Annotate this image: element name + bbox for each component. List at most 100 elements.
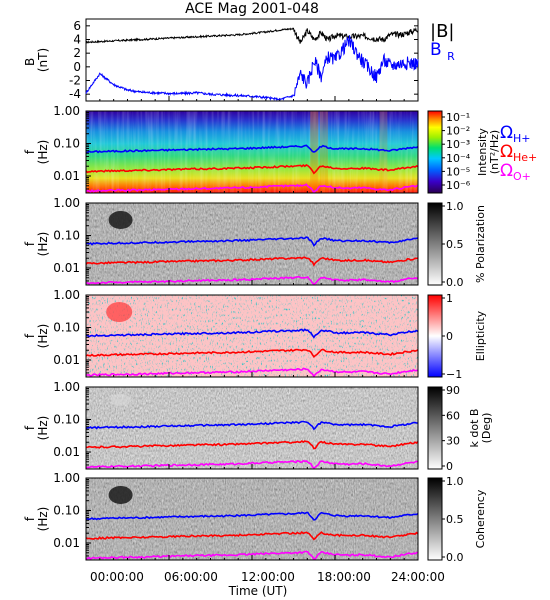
field-y-label-line2: (nT): [36, 48, 50, 72]
freq-tick-label: 1.00: [53, 104, 80, 118]
gyrofrequency-line-he: [86, 164, 418, 175]
colorbar-tick-label: 1.0: [446, 200, 464, 213]
field-y-tick-label: -2: [69, 74, 81, 88]
colorbar-tick-label: 10⁻¹: [446, 111, 470, 124]
freq-tick-label: 0.01: [53, 445, 80, 459]
spectral-panels: 1.000.100.01f(Hz)10⁻¹10⁻²10⁻³10⁻⁴10⁻⁵10⁻…: [23, 104, 501, 564]
freq-tick-label: 0.10: [53, 137, 80, 151]
ion-legend: ΩH+ ΩHe+ ΩO+: [500, 123, 537, 183]
colorbar-tick-label: 0.5: [446, 513, 464, 526]
ion-label-he: ΩHe+: [500, 142, 537, 164]
gyrofrequency-line-h: [86, 328, 418, 339]
gyrofrequency-line-he: [86, 530, 418, 541]
gyrofrequency-line-h: [86, 236, 418, 247]
freq-axis-label-line2: (Hz): [36, 416, 50, 441]
colorbar-tick-label: 0: [446, 460, 453, 473]
coherency-dark-blob: [108, 485, 133, 504]
colorbar-tick-label: 60: [446, 409, 460, 422]
spectrogram-texture: [86, 111, 418, 193]
field-y-tick-label: 4: [73, 33, 81, 47]
ion-subscript: H+: [513, 132, 531, 145]
series-b-r-line: [85, 35, 419, 101]
gyrofrequency-line-o: [86, 367, 418, 377]
freq-axis-label-line1: f: [23, 516, 37, 521]
field-y-label-line1: B: [23, 58, 37, 66]
gyrofrequency-line-o: [86, 275, 418, 285]
panel-image: [86, 203, 418, 285]
field-y-tick-label: 0: [73, 60, 81, 74]
freq-tick-label: 1.00: [53, 196, 80, 210]
colorbar-tick-label: 0.0: [446, 276, 464, 289]
freq-axis-label: f(Hz): [23, 140, 50, 165]
time-tick-label: 18:00:00: [317, 570, 371, 584]
time-axis-title: Time (UT): [228, 584, 288, 598]
gyrofrequency-line-he: [86, 348, 418, 358]
freq-tick-label: 0.10: [53, 321, 80, 335]
legend-b-r-main: B: [430, 40, 442, 60]
colorbar-label-line1: Intensity: [476, 128, 489, 176]
freq-tick-label: 0.10: [53, 413, 80, 427]
panel-image: [86, 478, 418, 560]
colorbar-tick-label: 1: [446, 292, 453, 305]
colorbar-label-intensity: Intensity(nT²/Hz): [476, 128, 501, 176]
spectrogram-event-1: [319, 111, 328, 193]
gyrofrequency-line-o: [86, 183, 418, 193]
freq-axis-label-line2: (Hz): [36, 507, 50, 532]
freq-tick-label: 0.10: [53, 504, 80, 518]
freq-tick-label: 1.00: [53, 471, 80, 485]
ion-symbol: Ω: [500, 142, 513, 162]
colorbar-tick-label: −1: [446, 368, 462, 381]
legend-b-total: |B|: [430, 21, 454, 42]
colorbar-tick-label: 10⁻⁶: [446, 179, 471, 192]
time-axis: 00:00:00 06:00:00 12:00:00 18:00:00 24:0…: [90, 570, 445, 598]
ion-subscript: O+: [513, 170, 531, 183]
ion-subscript: He+: [513, 151, 537, 164]
colorbar-label-line2: (nT²/Hz): [488, 130, 501, 174]
series-b-total-line: [85, 27, 419, 44]
gyrofrequency-line-o: [86, 550, 418, 560]
spectral-panel-intensity: 1.00 0.10 0.01f(Hz) 10⁻¹10⁻²10⁻³10⁻⁴10⁻⁵10⁻…: [23, 104, 501, 194]
freq-tick-label: 0.01: [53, 169, 80, 183]
field-y-tick-label: -4: [69, 87, 81, 101]
spectrogram-event-2: [379, 111, 388, 193]
colorbar-label-kdotb: k dot B(Deg): [468, 409, 493, 448]
colorbar-tick-label: 10⁻²: [446, 125, 470, 138]
freq-tick-label: 1.00: [53, 288, 80, 302]
field-legend: |B| B R: [430, 21, 455, 63]
ion-symbol: Ω: [500, 123, 513, 143]
time-tick-label: 00:00:00: [90, 570, 144, 584]
freq-tick-label: 0.01: [53, 536, 80, 550]
field-plot-frame: [85, 18, 419, 102]
freq-axis-label: f(Hz): [23, 232, 50, 257]
panel-image: [86, 387, 418, 469]
freq-axis-label-line2: (Hz): [36, 324, 50, 349]
colorbar-tick-label: 10⁻⁵: [446, 165, 470, 178]
freq-axis-label: f(Hz): [23, 507, 50, 532]
colorbar-tick-label: 10⁻⁴: [446, 152, 471, 165]
time-tick-label: 12:00:00: [241, 570, 295, 584]
legend-b-r-sub: R: [447, 50, 455, 63]
colorbar-intensity: [427, 110, 443, 194]
freq-axis-label-line1: f: [23, 333, 37, 338]
ion-label-o: ΩO+: [500, 161, 531, 183]
gyrofrequency-line-h: [86, 511, 418, 521]
colorbar-kdotb: [427, 386, 443, 470]
gyrofrequency-line-he: [86, 256, 418, 267]
freq-axis-label: f(Hz): [23, 416, 50, 441]
freq-axis-label-line2: (Hz): [36, 232, 50, 257]
colorbar-tick-label: 10⁻³: [446, 138, 470, 151]
gyrofrequency-line-h: [86, 420, 418, 431]
colorbar-tick-label: 0.0: [446, 551, 464, 564]
freq-axis-label: f(Hz): [23, 324, 50, 349]
colorbar-tick-label: 0.5: [446, 238, 464, 251]
ion-label-h: ΩH+: [500, 123, 531, 145]
colorbar-tick-label: 30: [446, 435, 460, 448]
field-y-label: B (nT): [23, 48, 50, 72]
coherency-image: [86, 478, 418, 560]
freq-axis-label-line1: f: [23, 425, 37, 430]
